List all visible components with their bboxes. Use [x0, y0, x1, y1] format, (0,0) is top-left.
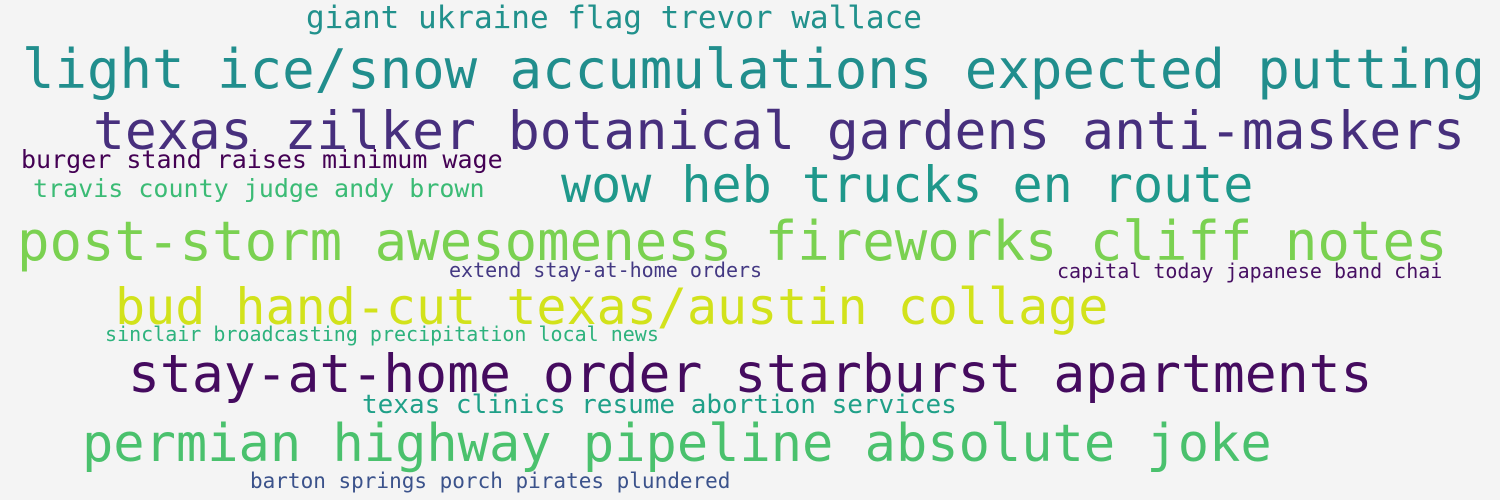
phrase-permian-highway: permian highway pipeline absolute joke [82, 414, 1272, 474]
phrase-giant-ukraine-flag: giant ukraine flag trevor wallace [306, 0, 922, 36]
phrase-texas-zilker: texas zilker botanical gardens anti-mask… [93, 101, 1466, 162]
phrase-wow-heb-trucks: wow heb trucks en route [561, 156, 1254, 214]
phrase-travis-county: travis county judge andy brown [33, 174, 485, 203]
phrase-texas-clinics: texas clinics resume abortion services [362, 390, 957, 420]
phrase-burger-stand: burger stand raises minimum wage [21, 145, 503, 174]
phrase-light-ice-snow: light ice/snow accumulations expected pu… [22, 38, 1485, 101]
phrase-post-storm: post-storm awesomeness fireworks cliff n… [17, 210, 1448, 273]
phrase-stay-at-home-order: stay-at-home order starburst apartments [128, 344, 1373, 405]
phrase-bud-hand-cut: bud hand-cut texas/austin collage [115, 278, 1109, 336]
phrase-barton-springs: barton springs porch pirates plundered [250, 469, 731, 493]
phrase-capital-today: capital today japanese band chai [1057, 259, 1443, 283]
phrase-sinclair-broadcasting: sinclair broadcasting precipitation loca… [105, 322, 659, 346]
phrase-extend-stay-at-home: extend stay-at-home orders [449, 258, 763, 282]
